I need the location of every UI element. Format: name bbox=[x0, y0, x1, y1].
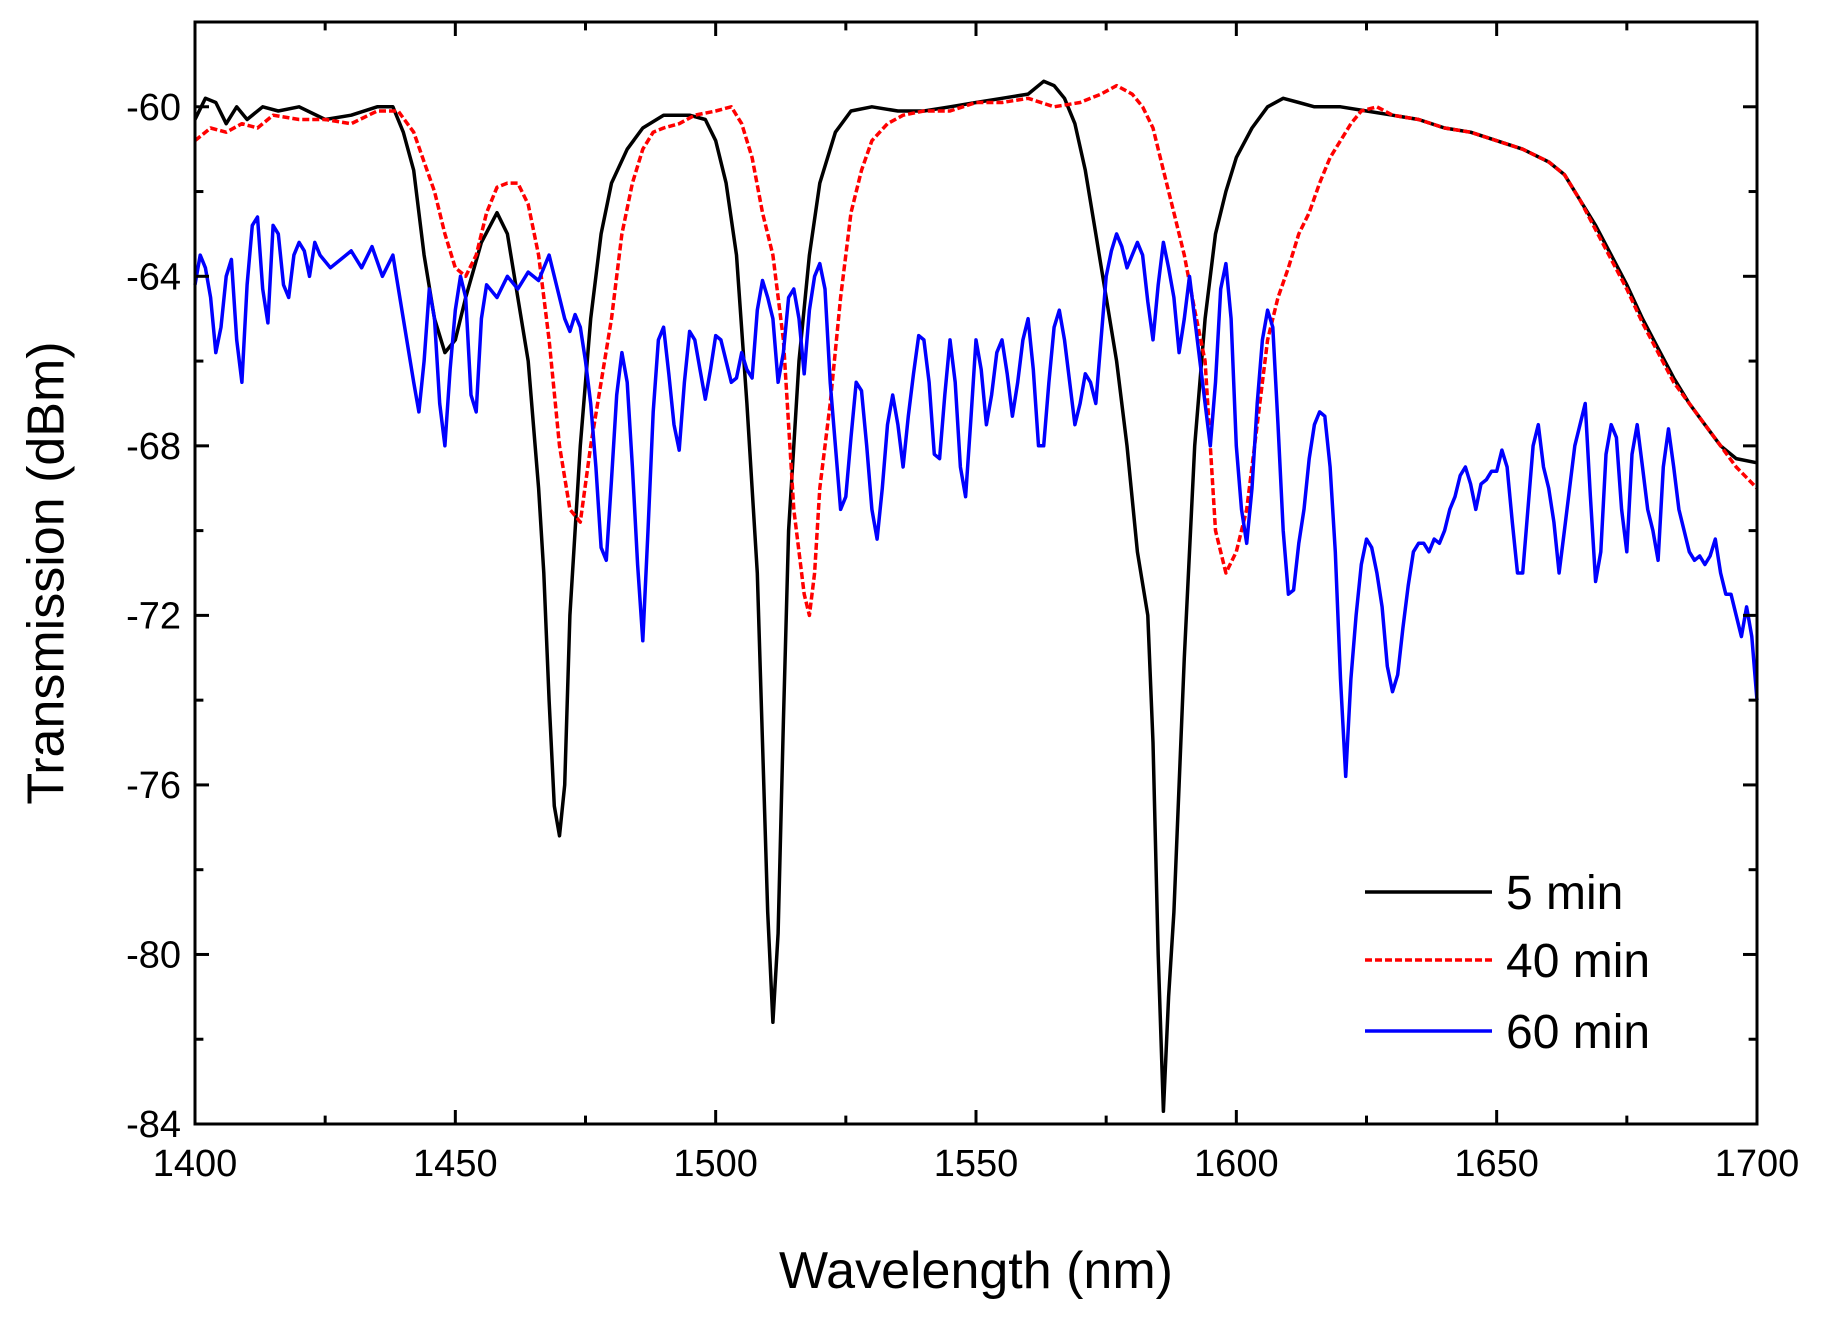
y-tick-label: -76 bbox=[126, 765, 181, 807]
x-tick-label: 1700 bbox=[1715, 1143, 1800, 1185]
y-axis-title: Transmission (dBm) bbox=[18, 341, 76, 804]
x-axis-title: Wavelength (nm) bbox=[779, 1242, 1173, 1300]
y-tick-label: -84 bbox=[126, 1104, 181, 1146]
series-layer bbox=[193, 79, 1759, 1114]
y-tick-label: -68 bbox=[126, 426, 181, 468]
x-tick-label: 1450 bbox=[413, 1143, 498, 1185]
x-tick-label: 1500 bbox=[673, 1143, 758, 1185]
y-tick-label: -60 bbox=[126, 87, 181, 129]
series-line-60-min bbox=[193, 215, 1759, 779]
series-line-40-min bbox=[193, 83, 1759, 618]
x-tick-label: 1600 bbox=[1194, 1143, 1279, 1185]
legend: 5 min 40 min 60 min bbox=[1365, 867, 1650, 1059]
legend-label: 60 min bbox=[1506, 1006, 1650, 1059]
x-tick-label: 1550 bbox=[934, 1143, 1019, 1185]
y-tick-label: -64 bbox=[126, 256, 181, 298]
ticks-layer: 1400 1450 1500 1550 1600 1650 1700 -60 -64 -68 -72… bbox=[126, 20, 1800, 1185]
x-tick-label: 1400 bbox=[153, 1143, 238, 1185]
legend-label: 5 min bbox=[1506, 867, 1623, 920]
x-tick-label: 1650 bbox=[1454, 1143, 1539, 1185]
y-tick-label: -72 bbox=[126, 595, 181, 637]
legend-label: 40 min bbox=[1506, 935, 1650, 988]
y-tick-label: -80 bbox=[126, 934, 181, 976]
